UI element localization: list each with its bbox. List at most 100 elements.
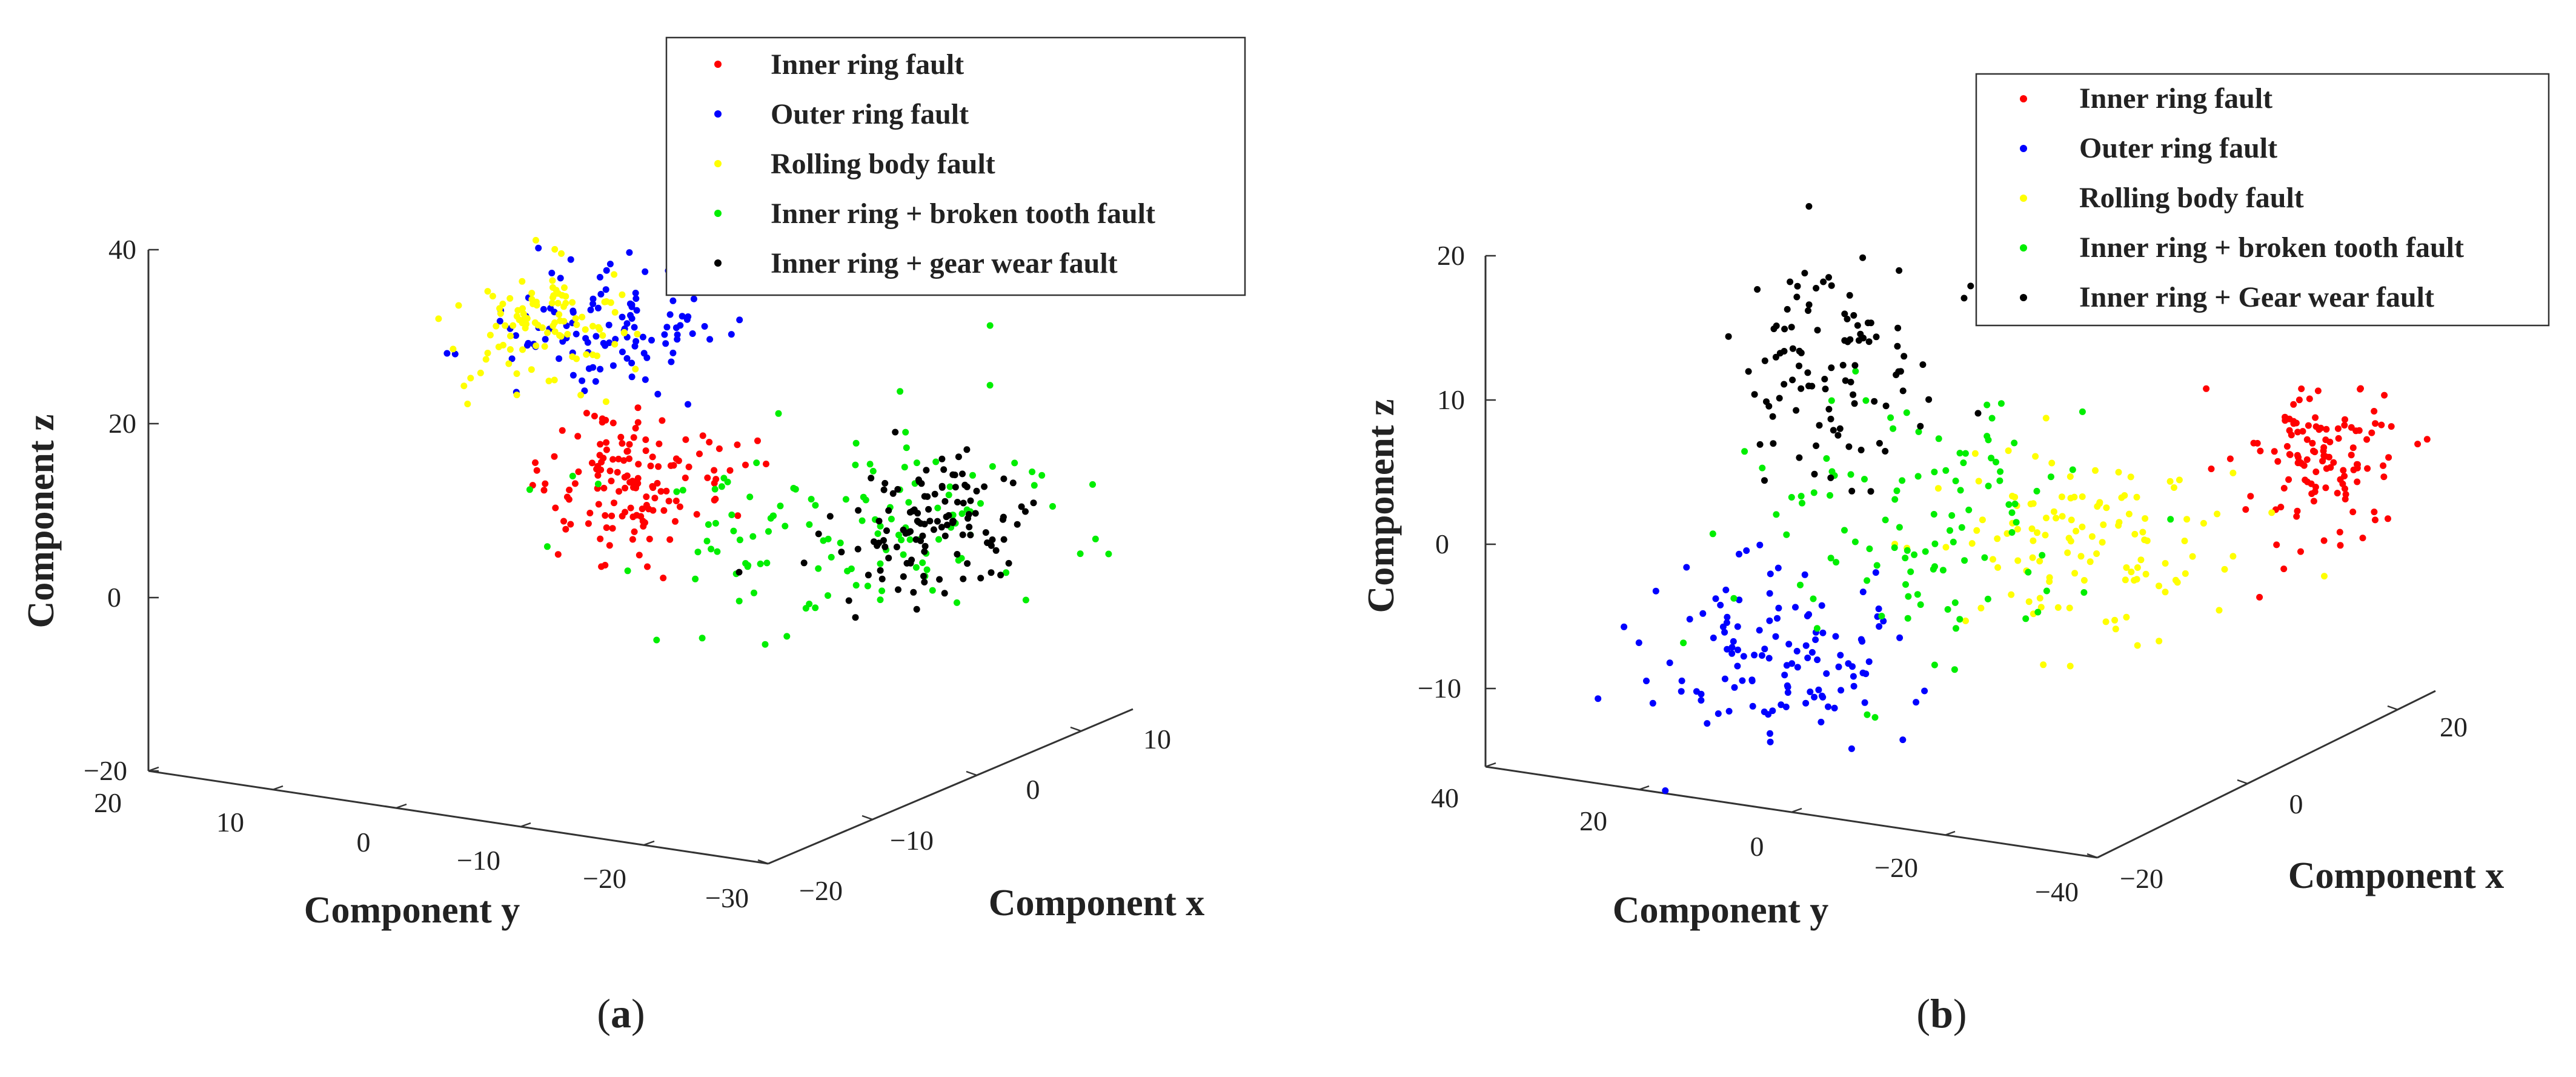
chart-a-point-series-5 <box>941 590 948 597</box>
chart-a-point-series-3 <box>489 293 496 300</box>
chart-b-point-series-5 <box>1794 282 1801 290</box>
chart-a-point-series-4 <box>877 596 884 604</box>
chart-b-point-series-5 <box>1825 405 1833 413</box>
chart-b-point-series-3 <box>2156 638 2163 645</box>
chart-a-point-series-5 <box>1022 508 1029 515</box>
chart-a-point-series-4 <box>543 543 551 550</box>
chart-a-point-series-5 <box>894 485 901 493</box>
chart-b-point-series-1 <box>2340 467 2347 474</box>
chart-b-point-series-3 <box>2122 576 2129 584</box>
chart-b-point-series-3 <box>2133 576 2140 583</box>
chart-a-point-series-4 <box>923 566 931 573</box>
chart-b-point-series-2 <box>1802 642 1810 649</box>
chart-b-point-series-2 <box>1859 589 1867 596</box>
chart-b-point-series-1 <box>2306 395 2313 402</box>
chart-a-y-tick-label: 0 <box>357 827 371 858</box>
chart-b-point-series-4 <box>1783 531 1790 538</box>
chart-b-point-series-3 <box>2032 453 2039 460</box>
chart-a-point-series-1 <box>634 419 642 426</box>
chart-b-point-series-5 <box>1781 348 1788 355</box>
chart-b-point-series-1 <box>2312 414 2319 421</box>
chart-b-point-series-2 <box>1792 604 1799 611</box>
chart-a-point-series-5 <box>855 507 862 514</box>
chart-b-point-series-3 <box>2065 535 2073 542</box>
chart-b-point-series-3 <box>2009 493 2016 499</box>
chart-b-point-series-2 <box>1835 663 1842 670</box>
chart-a-point-series-5 <box>941 498 949 505</box>
chart-a-point-series-4 <box>802 605 809 612</box>
chart-b-point-series-2 <box>1724 645 1731 653</box>
chart-a-point-series-5 <box>800 559 808 567</box>
chart-a-point-series-3 <box>539 324 546 332</box>
chart-b-point-series-1 <box>2371 408 2378 415</box>
chart-b-point-series-5 <box>1894 342 1901 350</box>
chart-a-point-series-4 <box>828 553 835 561</box>
chart-b-point-series-5 <box>1754 286 1761 293</box>
chart-b-point-series-3 <box>2176 476 2183 484</box>
chart-b-point-series-4 <box>1915 428 1922 435</box>
chart-a-point-series-1 <box>602 416 609 424</box>
chart-b-point-series-3 <box>2221 565 2228 573</box>
chart-a-point-series-2 <box>573 330 580 338</box>
chart-a-point-series-1 <box>586 510 594 516</box>
chart-a-point-series-2 <box>559 338 566 345</box>
chart-a-point-series-1 <box>532 459 539 466</box>
chart-a-point-series-2 <box>542 336 549 343</box>
chart-b-point-series-5 <box>1828 364 1835 372</box>
chart-a-point-series-1 <box>656 440 663 447</box>
chart-a-point-series-5 <box>964 560 971 567</box>
chart-b-point-series-2 <box>1793 647 1801 655</box>
chart-b-point-series-1 <box>2298 385 2305 392</box>
chart-b-point-series-3 <box>2268 509 2276 516</box>
chart-a-point-series-3 <box>496 305 503 312</box>
chart-a-point-series-5 <box>925 505 932 513</box>
chart-a-point-series-3 <box>528 366 535 373</box>
chart-b-point-series-2 <box>1756 541 1764 549</box>
chart-b-point-series-3 <box>2127 473 2134 481</box>
chart-a-point-series-2 <box>701 323 708 330</box>
chart-b-point-series-1 <box>2320 452 2328 459</box>
chart-a-point-series-4 <box>745 562 752 569</box>
chart-a-point-series-4 <box>753 459 760 467</box>
chart-b-point-series-4 <box>1730 595 1738 602</box>
chart-b-point-series-4 <box>1985 436 1992 444</box>
chart-a-point-series-5 <box>972 510 979 517</box>
chart-b-point-series-4 <box>2047 473 2054 481</box>
chart-a-point-series-1 <box>597 535 604 542</box>
chart-a-point-series-2 <box>603 267 610 274</box>
chart-b-point-series-2 <box>1678 688 1685 695</box>
chart-a-point-series-5 <box>1014 521 1021 528</box>
chart-b-point-series-5 <box>1841 337 1848 344</box>
chart-b-point-series-4 <box>2033 487 2040 495</box>
chart-b-point-series-3 <box>2100 521 2107 528</box>
chart-a-point-series-3 <box>599 332 606 339</box>
chart-a-point-series-2 <box>619 348 626 356</box>
chart-b-point-series-5 <box>1834 432 1842 439</box>
chart-a-point-series-4 <box>860 493 867 501</box>
chart-b-y-tick-mark <box>1638 785 1650 791</box>
chart-b-point-series-2 <box>1767 730 1773 737</box>
chart-b-point-series-3 <box>2172 576 2179 584</box>
chart-b-point-series-2 <box>1721 629 1728 636</box>
chart-b-point-series-2 <box>1850 673 1857 680</box>
chart-b-point-series-3 <box>2139 528 2146 536</box>
chart-b-point-series-4 <box>1917 601 1924 609</box>
chart-b-point-series-1 <box>2294 507 2301 515</box>
chart-a-point-series-5 <box>992 547 1000 554</box>
chart-b-point-series-1 <box>2312 468 2320 475</box>
chart-a-point-series-3 <box>523 315 530 322</box>
chart-a-points <box>435 236 1112 648</box>
chart-b-z-tick-label: 0 <box>1435 528 1449 559</box>
chart-a-point-series-1 <box>566 486 573 493</box>
chart-b-point-series-5 <box>1770 440 1777 447</box>
chart-a-point-series-2 <box>619 313 626 321</box>
chart-a-point-series-2 <box>589 364 597 371</box>
chart-b-point-series-2 <box>1783 662 1790 669</box>
chart-b-point-series-5 <box>1974 410 1982 417</box>
chart-b-point-series-3 <box>2092 467 2099 474</box>
chart-a-z-tick-label: 20 <box>108 408 136 439</box>
chart-a-point-series-1 <box>639 518 646 525</box>
chart-b-point-series-1 <box>2337 542 2344 549</box>
chart-a-point-series-4 <box>877 522 884 530</box>
